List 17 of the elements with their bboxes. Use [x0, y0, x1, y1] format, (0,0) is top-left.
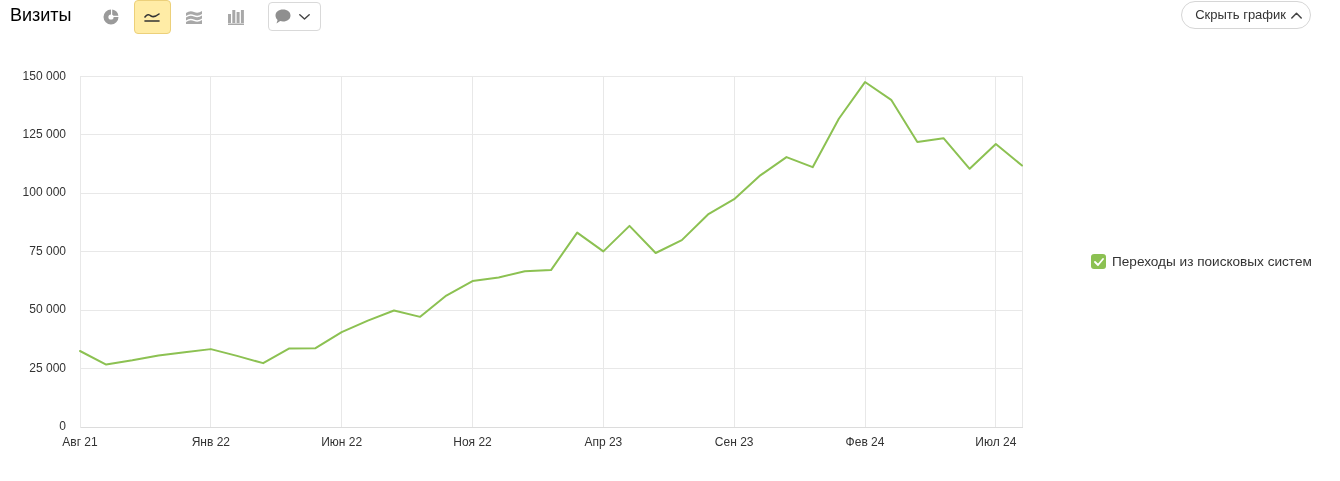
x-tick-label: Фев 24: [845, 434, 885, 449]
x-tick-label: Янв 22: [191, 434, 231, 449]
y-tick-label: 150 000: [22, 68, 67, 83]
legend-label: Переходы из поисковых систем: [1112, 254, 1312, 269]
x-tick-label: Апр 23: [584, 434, 623, 449]
x-tick-label: Ноя 22: [453, 434, 493, 449]
x-tick-label: Июн 22: [321, 434, 363, 449]
y-tick-label: 25 000: [29, 360, 67, 375]
y-tick-label: 75 000: [29, 243, 67, 258]
y-tick-label: 125 000: [22, 126, 67, 141]
y-tick-label: 50 000: [29, 302, 67, 317]
x-tick-label: Сен 23: [714, 434, 754, 449]
chart-title: Визиты: [10, 5, 72, 26]
x-tick-label: Авг 21: [62, 434, 99, 449]
x-tick-label: Июл 24: [975, 434, 1017, 449]
y-tick-label: 0: [59, 419, 67, 434]
y-tick-label: 100 000: [22, 185, 67, 200]
